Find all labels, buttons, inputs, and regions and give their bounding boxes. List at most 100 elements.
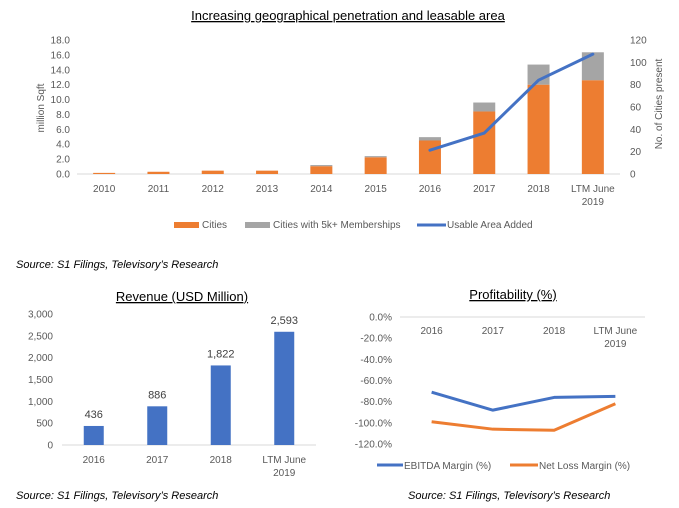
bar-cities-5k	[581, 52, 604, 81]
line-net-loss-margin	[431, 402, 616, 432]
y-tick-label-left: 10.0	[51, 95, 71, 106]
bar-cities-5k	[310, 165, 333, 167]
data-labels: 436 886 1,822 2,593	[85, 315, 298, 421]
y-tick-label-left: 2.0	[56, 155, 70, 166]
line-usable-area	[428, 52, 595, 152]
y-tick-label-left: 14.0	[51, 65, 71, 76]
y-axis: 0.0% -20.0% -40.0% -60.0% -80.0% -100.0% -120.…	[355, 313, 392, 451]
y-tick-label-right: 0	[630, 170, 636, 181]
y-tick-label-left: 8.0	[56, 110, 70, 121]
bar-cities	[473, 111, 496, 174]
x-tick-label: 2017	[482, 326, 505, 337]
line-series	[428, 52, 595, 152]
y-tick-label-left: 4.0	[56, 140, 70, 151]
chart-title: Profitability (%)	[469, 287, 556, 302]
chart-title: Revenue (USD Million)	[116, 289, 248, 304]
y-tick-label-right: 40	[630, 125, 642, 136]
x-axis: 2016 2017 2018 LTM June 2019	[83, 455, 307, 479]
y-tick-label: -120.0%	[355, 440, 392, 451]
y-tick-label: -100.0%	[355, 418, 392, 429]
x-tick-label: 2018	[527, 184, 550, 195]
x-tick-label: 2018	[543, 326, 566, 337]
bars	[83, 331, 295, 445]
x-tick-label: 2015	[365, 184, 388, 195]
x-tick-label: 2013	[256, 184, 279, 195]
y-tick-label-right: 20	[630, 147, 642, 158]
y-tick-label: -80.0%	[360, 397, 392, 408]
x-tick-label: 2016	[421, 326, 444, 337]
legend-swatch-cities-5k	[245, 222, 270, 228]
x-tick-label: 2014	[310, 184, 333, 195]
legend: EBITDA Margin (%) Net Loss Margin (%)	[377, 461, 630, 472]
bar-cities	[418, 140, 441, 174]
y-axis-left: 0.0 2.0 4.0 6.0 8.0 10.0 12.0 14.0 16.0 18.0	[51, 36, 71, 181]
x-axis: 2016 2017 2018 LTM June 2019	[421, 326, 638, 350]
x-tick-label: 2016	[83, 455, 106, 466]
bar-cities-5k	[418, 137, 441, 141]
source-note-profitability: Source: S1 Filings, Televisory’s Researc…	[408, 490, 611, 502]
bar-cities	[527, 84, 550, 174]
bar-revenue	[274, 331, 295, 445]
data-label: 2,593	[270, 315, 298, 327]
y-tick-label-right: 100	[630, 58, 647, 69]
x-tick-label: 2017	[473, 184, 496, 195]
data-label: 436	[85, 409, 103, 421]
y-tick-label-left: 0.0	[56, 170, 70, 181]
bar-cities	[93, 172, 116, 174]
bar-revenue	[83, 425, 104, 445]
y-tick-label: 1,000	[28, 397, 53, 408]
y-tick-label-right: 60	[630, 103, 642, 114]
y-tick-label-left: 16.0	[51, 50, 71, 61]
legend-label-cities: Cities	[202, 220, 227, 231]
y-axis: 0 500 1,000 1,500 2,000 2,500 3,000	[28, 310, 53, 452]
profitability-chart: Profitability (%) 0.0% -20.0% -40.0% -60.0%…	[355, 287, 645, 472]
x-tick-label: 2011	[148, 184, 170, 195]
bar-cities	[256, 170, 279, 174]
x-tick-label: 2016	[419, 184, 442, 195]
y-axis-label-right: No. of Cities present	[654, 58, 665, 149]
y-axis-right: 0 20 40 60 80 100 120	[630, 36, 647, 181]
legend-label-cities-5k: Cities with 5k+ Memberships	[273, 220, 401, 231]
chart-title: Increasing geographical penetration and …	[191, 8, 505, 23]
y-axis-label-left: million Sqft	[36, 83, 47, 132]
y-tick-label: 0.0%	[369, 313, 392, 324]
data-label: 1,822	[207, 348, 235, 360]
bar-cities	[581, 80, 604, 174]
y-tick-label: 2,000	[28, 353, 53, 364]
y-tick-label: 0	[47, 441, 53, 452]
legend-label-net-loss: Net Loss Margin (%)	[539, 461, 630, 472]
y-tick-label: 2,500	[28, 331, 53, 342]
y-tick-label: 1,500	[28, 375, 53, 386]
x-tick-label: LTM June 2019	[262, 455, 306, 479]
y-tick-label: -40.0%	[360, 355, 392, 366]
y-tick-label-left: 18.0	[51, 36, 71, 47]
legend: Cities Cities with 5k+ Memberships Usabl…	[174, 220, 533, 231]
y-tick-label-right: 120	[630, 36, 647, 47]
bar-revenue	[147, 406, 168, 445]
x-axis: 2010 2011 2012 2013 2014 2015 2016 2017 2018 LTM …	[93, 184, 615, 208]
legend-label-usable-area: Usable Area Added	[447, 220, 533, 231]
x-tick-label: 2018	[210, 455, 233, 466]
data-label: 886	[148, 389, 166, 401]
legend-label-ebitda: EBITDA Margin (%)	[404, 461, 491, 472]
bar-cities-5k	[364, 156, 387, 158]
y-tick-label: 3,000	[28, 310, 53, 321]
source-note-top: Source: S1 Filings, Televisory’s Researc…	[16, 259, 219, 271]
bar-cities	[201, 170, 224, 174]
bar-cities-5k	[527, 64, 550, 85]
bar-revenue	[210, 365, 231, 445]
revenue-chart: Revenue (USD Million) 0 500 1,000 1,500 2,00…	[28, 289, 316, 479]
bar-cities-5k	[473, 102, 496, 112]
bar-cities	[147, 171, 170, 174]
source-note-revenue: Source: S1 Filings, Televisory’s Researc…	[16, 490, 219, 502]
geo-penetration-chart: Increasing geographical penetration and …	[36, 8, 665, 231]
y-tick-label: -20.0%	[360, 334, 392, 345]
y-tick-label: -60.0%	[360, 376, 392, 387]
line-ebitda-margin	[431, 390, 616, 412]
y-tick-label: 500	[36, 419, 53, 430]
legend-swatch-cities	[174, 222, 199, 228]
x-tick-label: 2017	[146, 455, 169, 466]
y-tick-label-left: 6.0	[56, 125, 70, 136]
bar-cities	[364, 157, 387, 174]
x-tick-label: 2012	[202, 184, 225, 195]
